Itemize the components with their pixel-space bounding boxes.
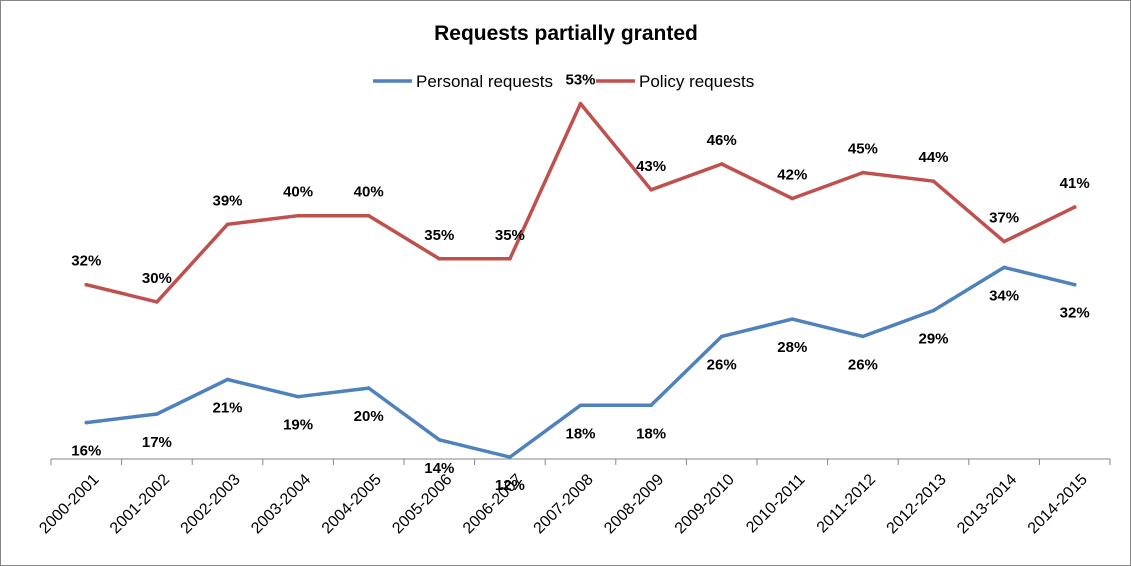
data-point xyxy=(437,257,442,261)
data-point xyxy=(861,334,865,339)
data-label: 32% xyxy=(1060,305,1090,322)
x-tick-label: 2013-2014 xyxy=(954,471,1020,537)
data-point xyxy=(790,196,795,201)
data-label: 37% xyxy=(989,210,1019,227)
data-point xyxy=(861,170,865,175)
legend: Personal requests Policy requests xyxy=(373,72,754,91)
data-point xyxy=(296,394,300,399)
legend-label: Personal requests xyxy=(416,72,553,91)
data-point xyxy=(719,334,724,339)
legend-item: Personal requests xyxy=(373,72,553,91)
data-point xyxy=(1072,282,1077,287)
data-label: 43% xyxy=(636,158,666,175)
data-point xyxy=(931,308,936,313)
data-point xyxy=(649,188,653,192)
x-tick-label: 2010-2011 xyxy=(743,471,808,536)
data-point xyxy=(155,412,159,416)
data-point xyxy=(366,386,371,390)
data-point xyxy=(508,257,512,261)
data-label: 34% xyxy=(989,287,1019,304)
data-point xyxy=(790,317,795,321)
data-label: 12% xyxy=(495,477,525,494)
data-point xyxy=(437,438,442,442)
data-label: 44% xyxy=(918,149,948,166)
data-point xyxy=(84,420,89,425)
x-tick-label: 2001-2002 xyxy=(107,471,173,537)
x-tick-label: 2000-2001 xyxy=(36,471,102,537)
data-label: 29% xyxy=(918,331,948,348)
data-point xyxy=(155,300,159,304)
x-tick-label: 2009-2010 xyxy=(672,471,738,537)
data-point xyxy=(296,213,300,218)
data-point xyxy=(225,377,230,382)
data-label: 16% xyxy=(71,443,101,460)
x-tick-label: 2011-2012 xyxy=(814,471,879,536)
data-label: 35% xyxy=(424,227,454,244)
data-point xyxy=(649,403,653,408)
data-label: 53% xyxy=(565,72,595,89)
series-lines xyxy=(84,101,1077,459)
data-label: 26% xyxy=(707,356,737,373)
chart-title: Requests partially granted xyxy=(434,22,698,45)
data-label: 21% xyxy=(212,399,242,416)
data-label: 41% xyxy=(1060,175,1090,192)
data-label: 28% xyxy=(777,339,807,356)
x-tick-label: 2012-2013 xyxy=(884,471,950,537)
data-label: 20% xyxy=(354,408,384,425)
x-tick-label: 2003-2004 xyxy=(248,471,314,537)
data-label: 45% xyxy=(848,141,878,158)
x-axis: 2000-2001 2001-2002 2002-2003 2003-2004 2004… xyxy=(36,458,1111,537)
legend-item: Policy requests xyxy=(596,72,754,91)
x-tick-label: 2008-2009 xyxy=(601,471,667,537)
data-point xyxy=(84,282,89,287)
data-label: 39% xyxy=(212,192,242,209)
data-label: 17% xyxy=(142,434,172,451)
data-label: 18% xyxy=(636,425,666,442)
data-point xyxy=(931,179,936,184)
data-point xyxy=(1002,239,1006,244)
data-label: 40% xyxy=(354,184,384,201)
data-label: 40% xyxy=(283,184,313,201)
data-point xyxy=(225,222,230,227)
data-point xyxy=(719,162,724,166)
x-tick-label: 2005-2006 xyxy=(389,471,455,537)
data-label: 26% xyxy=(848,356,878,373)
data-point xyxy=(1072,205,1077,209)
data-label: 46% xyxy=(707,132,737,149)
data-point xyxy=(366,213,371,218)
data-label: 18% xyxy=(565,425,595,442)
data-label: 42% xyxy=(777,166,807,183)
legend-label: Policy requests xyxy=(639,72,754,91)
x-tick-label: 2014-2015 xyxy=(1025,471,1091,537)
data-point xyxy=(578,101,583,106)
data-label: 32% xyxy=(71,253,101,270)
data-label: 14% xyxy=(424,460,454,477)
x-tick-label: 2007-2008 xyxy=(531,471,597,537)
x-tick-label: 2004-2005 xyxy=(319,471,385,537)
x-tick-label: 2002-2003 xyxy=(178,471,244,537)
data-labels: 16% 17% 21% 19% 20% 14% 12% 18% 18% 26% 28% 26% 29% 3… xyxy=(71,72,1089,494)
data-label: 35% xyxy=(495,227,525,244)
data-label: 19% xyxy=(283,417,313,434)
data-point xyxy=(508,455,512,459)
data-label: 30% xyxy=(142,270,172,287)
data-point xyxy=(1002,265,1006,270)
data-point xyxy=(578,403,583,408)
